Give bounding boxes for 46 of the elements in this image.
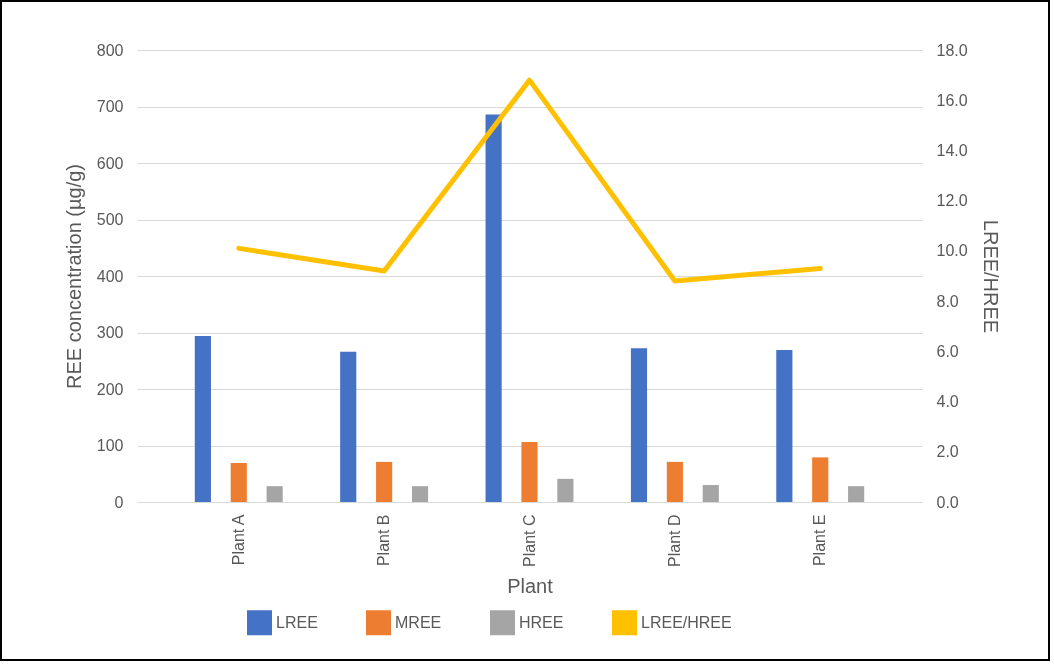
y-tick-label: 0 <box>114 493 124 511</box>
y-tick-label: 700 <box>96 98 124 115</box>
bar <box>812 457 829 502</box>
bar <box>230 463 247 502</box>
y2-tick-label: 6.0 <box>936 342 959 360</box>
bar <box>411 486 429 502</box>
bar <box>557 478 574 502</box>
legend-label: HREE <box>519 613 564 631</box>
bar <box>666 461 683 502</box>
y-tick-label: 200 <box>96 380 124 398</box>
bar <box>194 335 211 502</box>
y-axis-title: REE concentration (µg/g) <box>62 164 85 389</box>
x-tick-label: Plant C <box>520 514 538 567</box>
bar <box>702 485 719 502</box>
y2-tick-label: 18.0 <box>936 41 968 59</box>
legend-label: LREE <box>276 613 318 631</box>
y2-tick-label: 10.0 <box>936 242 968 260</box>
y2-tick-label: 2.0 <box>936 443 959 461</box>
x-tick-label: Plant A <box>229 514 247 566</box>
y-tick-label: 100 <box>96 437 124 454</box>
x-tick-label: Plant B <box>375 514 393 567</box>
y-tick-label: 600 <box>96 154 124 172</box>
bar <box>630 348 648 502</box>
y2-tick-label: 0.0 <box>936 493 959 511</box>
y-tick-label: 400 <box>96 267 124 285</box>
x-tick-label: Plant E <box>811 514 829 567</box>
y-tick-label: 800 <box>96 41 124 59</box>
y2-axis-title: LREE/HREE <box>979 219 1002 334</box>
y2-tick-label: 14.0 <box>936 141 968 159</box>
y2-tick-label: 16.0 <box>936 91 968 109</box>
legend-label: LREE/HREE <box>641 613 732 631</box>
bar <box>521 442 538 502</box>
x-axis-title: Plant <box>507 574 554 597</box>
bar <box>776 350 793 502</box>
legend-label: MREE <box>395 613 442 631</box>
y-tick-label: 300 <box>96 324 124 341</box>
bar <box>340 351 357 502</box>
bar <box>376 461 393 502</box>
y2-tick-label: 8.0 <box>936 292 959 310</box>
bar <box>848 486 865 502</box>
x-tick-label: Plant D <box>665 514 683 567</box>
bar <box>266 486 283 502</box>
y2-tick-label: 12.0 <box>936 192 968 210</box>
bar <box>485 114 502 502</box>
y-tick-label: 500 <box>96 211 124 228</box>
y2-tick-label: 4.0 <box>936 393 959 411</box>
